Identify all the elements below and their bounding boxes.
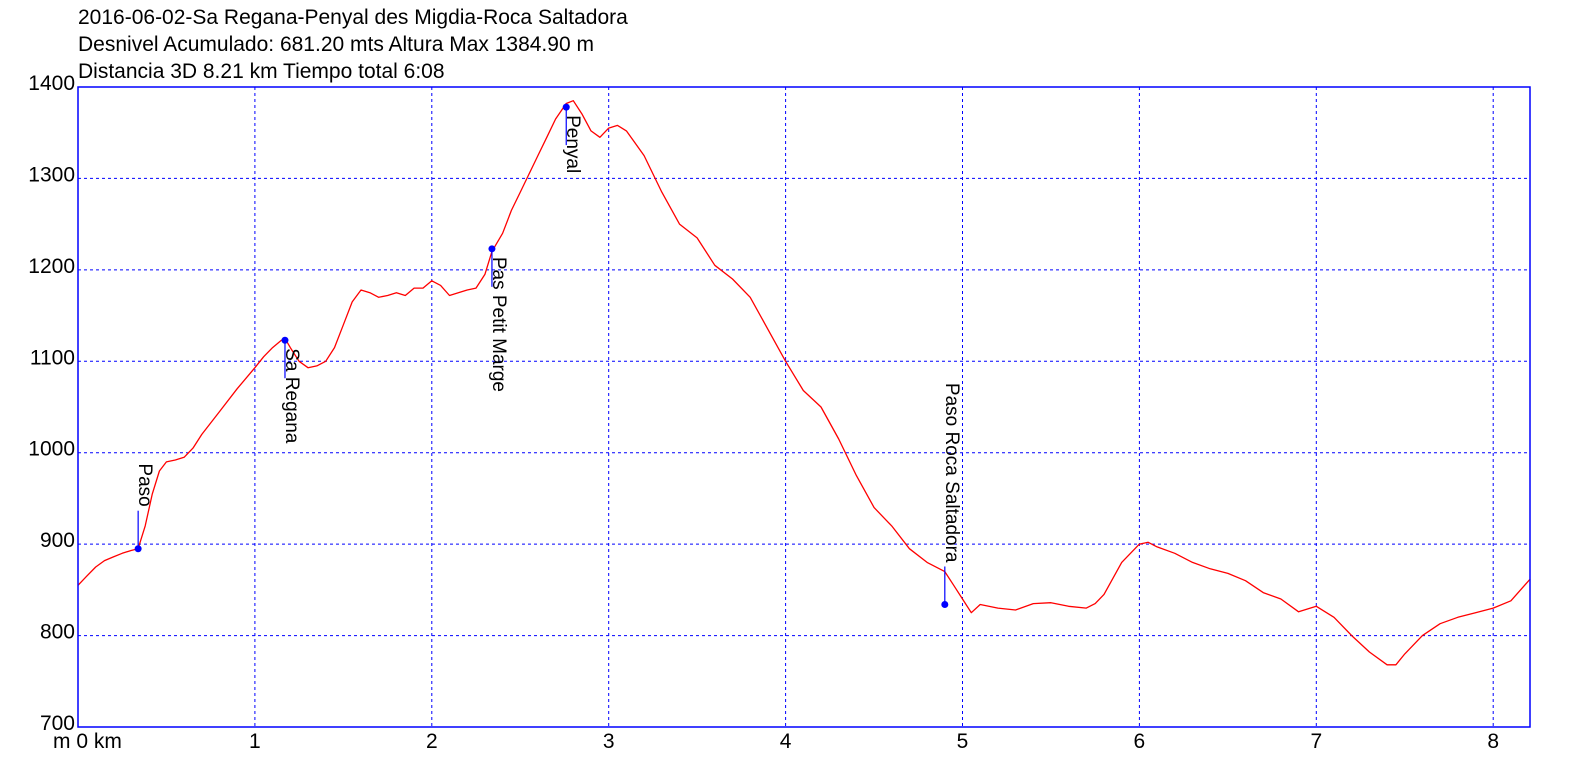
waypoint-marker [488, 245, 496, 253]
waypoint-label: Penyal [562, 115, 583, 173]
elevation-line [77, 100, 1531, 666]
y-tick-label: 1300 [28, 163, 75, 186]
waypoint-marker [281, 336, 289, 344]
x-tick-label: 2 [426, 730, 438, 753]
waypoint: Paso Roca Saltadora [941, 383, 962, 608]
waypoint: Penyal [562, 103, 583, 173]
y-tick-label: 1400 [28, 72, 75, 95]
x-tick-label: 1 [249, 730, 261, 753]
waypoint-label: Paso Roca Saltadora [941, 383, 962, 563]
waypoint-markers: Paso Sa Regana Pas Petit Marge Penyal Paso R… [134, 103, 962, 608]
x-tick-label: 4 [780, 730, 792, 753]
waypoint-label: Pas Petit Marge [488, 257, 509, 392]
x-tick-label: 8 [1487, 730, 1499, 753]
chart-subtitle-distance: Distancia 3D 8.21 km Tiempo total 6:08 [78, 60, 445, 83]
chart-title-block: 2016-06-02-Sa Regana-Penyal des Migdia-R… [78, 4, 628, 85]
waypoint-marker [941, 600, 949, 608]
waypoint-label: Sa Regana [281, 348, 302, 444]
axis-tick-labels: 700 800 900 1000 1100 1200 1300 1400 m 0 km 1 2 3 4 5… [28, 72, 1499, 753]
y-tick-label: 800 [40, 621, 75, 644]
chart-subtitle-elevation: Desnivel Acumulado: 681.20 mts Altura Ma… [78, 33, 594, 56]
y-tick-label: 1000 [28, 438, 75, 461]
waypoint: Paso [134, 463, 155, 553]
waypoint: Sa Regana [281, 336, 302, 444]
x-tick-label: m 0 km [53, 730, 122, 753]
waypoint: Pas Petit Marge [488, 245, 509, 392]
grid-lines [78, 87, 1530, 727]
elevation-series [77, 100, 1531, 666]
waypoint-label: Paso [134, 463, 155, 506]
y-tick-label: 900 [40, 529, 75, 552]
x-tick-label: 3 [603, 730, 615, 753]
x-tick-label: 5 [957, 730, 969, 753]
x-tick-label: 7 [1310, 730, 1322, 753]
chart-title: 2016-06-02-Sa Regana-Penyal des Migdia-R… [78, 6, 628, 29]
y-tick-label: 1100 [30, 346, 75, 369]
plot-frame [77, 86, 1531, 728]
y-tick-label: 1200 [28, 255, 75, 278]
y-tick-label: 700 [40, 712, 75, 735]
x-tick-label: 6 [1134, 730, 1146, 753]
waypoint-marker [134, 545, 142, 553]
waypoint-marker [562, 103, 570, 111]
